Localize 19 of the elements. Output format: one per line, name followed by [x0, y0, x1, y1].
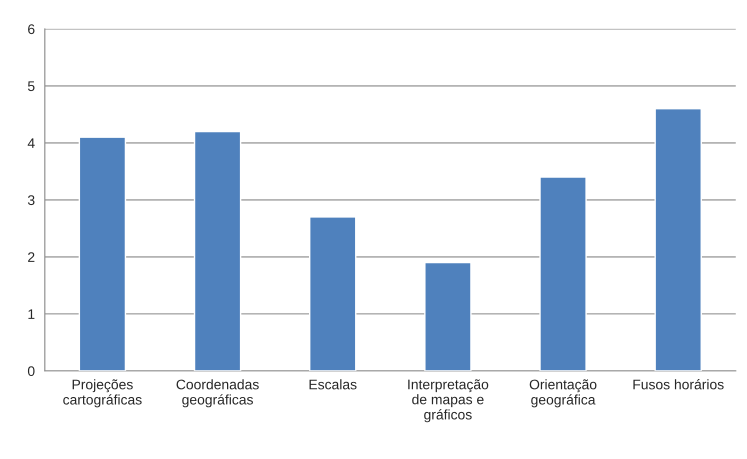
x-tick-label: Interpretação de mapas e gráficos	[408, 379, 488, 422]
y-tick-label: 0	[28, 366, 35, 376]
y-tick-label: 5	[28, 81, 35, 92]
bar	[654, 108, 702, 371]
bar	[78, 136, 126, 371]
y-tick-label: 1	[28, 309, 34, 319]
y-tick-label: 6	[28, 24, 34, 34]
bar	[539, 176, 587, 371]
x-tick-label: Fusos horários	[633, 379, 724, 390]
x-tick-label: Projeções cartográficas	[63, 379, 142, 408]
y-tick-label: 4	[28, 138, 35, 148]
x-tick-label: Orientação geográfica	[530, 379, 596, 408]
bar	[194, 130, 242, 371]
x-tick-label: Coordenadas geográficas	[176, 379, 259, 408]
y-tick-label: 2	[28, 252, 34, 262]
y-tick-label: 3	[28, 195, 34, 206]
bar	[309, 216, 356, 371]
bar	[424, 262, 472, 371]
x-tick-label: Escalas	[310, 379, 357, 390]
